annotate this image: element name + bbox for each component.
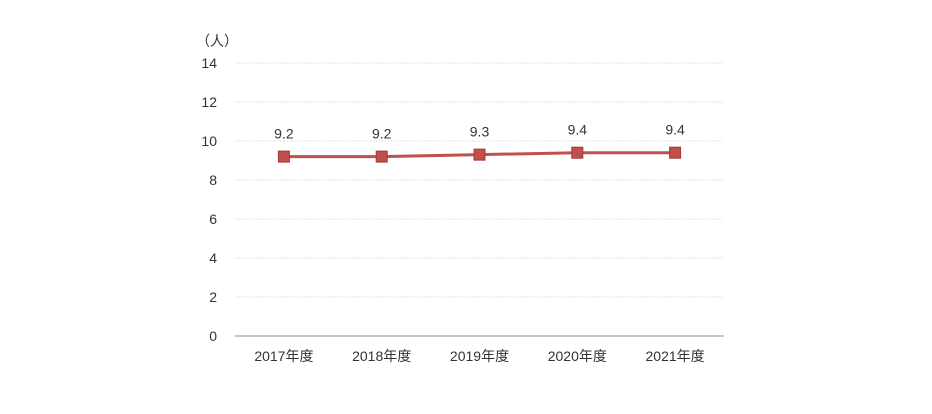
x-tick-label-1: 2018年度 — [352, 348, 411, 364]
data-point-marker-4 — [669, 146, 682, 159]
data-label-0: 9.2 — [274, 126, 294, 142]
y-tick-label-8: 8 — [209, 172, 217, 188]
data-point-marker-0 — [277, 150, 290, 163]
x-tick-label-3: 2020年度 — [548, 348, 607, 364]
y-tick-label-14: 14 — [201, 55, 217, 71]
y-tick-labels: 0 2 4 6 8 10 12 14 — [201, 55, 217, 344]
data-point-marker-3 — [571, 146, 584, 159]
x-tick-label-0: 2017年度 — [254, 348, 313, 364]
data-label-2: 9.3 — [470, 124, 490, 140]
x-tick-label-2: 2019年度 — [450, 348, 509, 364]
y-tick-label-12: 12 — [201, 94, 217, 110]
data-point-marker-1 — [375, 150, 388, 163]
data-label-1: 9.2 — [372, 126, 392, 142]
data-label-4: 9.4 — [665, 122, 685, 138]
y-tick-label-6: 6 — [209, 211, 217, 227]
y-tick-label-0: 0 — [209, 328, 217, 344]
gridlines — [235, 62, 724, 298]
data-point-marker-2 — [473, 148, 486, 161]
y-tick-label-4: 4 — [209, 250, 217, 266]
y-tick-label-2: 2 — [209, 289, 217, 305]
data-label-3: 9.4 — [568, 122, 588, 138]
data-labels: 9.2 9.2 9.3 9.4 9.4 — [274, 122, 685, 142]
x-tick-labels: 2017年度 2018年度 2019年度 2020年度 2021年度 — [254, 348, 704, 364]
y-axis-unit-label: （人） — [196, 34, 238, 50]
x-tick-label-4: 2021年度 — [646, 348, 705, 364]
y-tick-label-10: 10 — [201, 133, 217, 149]
series-markers — [277, 146, 682, 163]
